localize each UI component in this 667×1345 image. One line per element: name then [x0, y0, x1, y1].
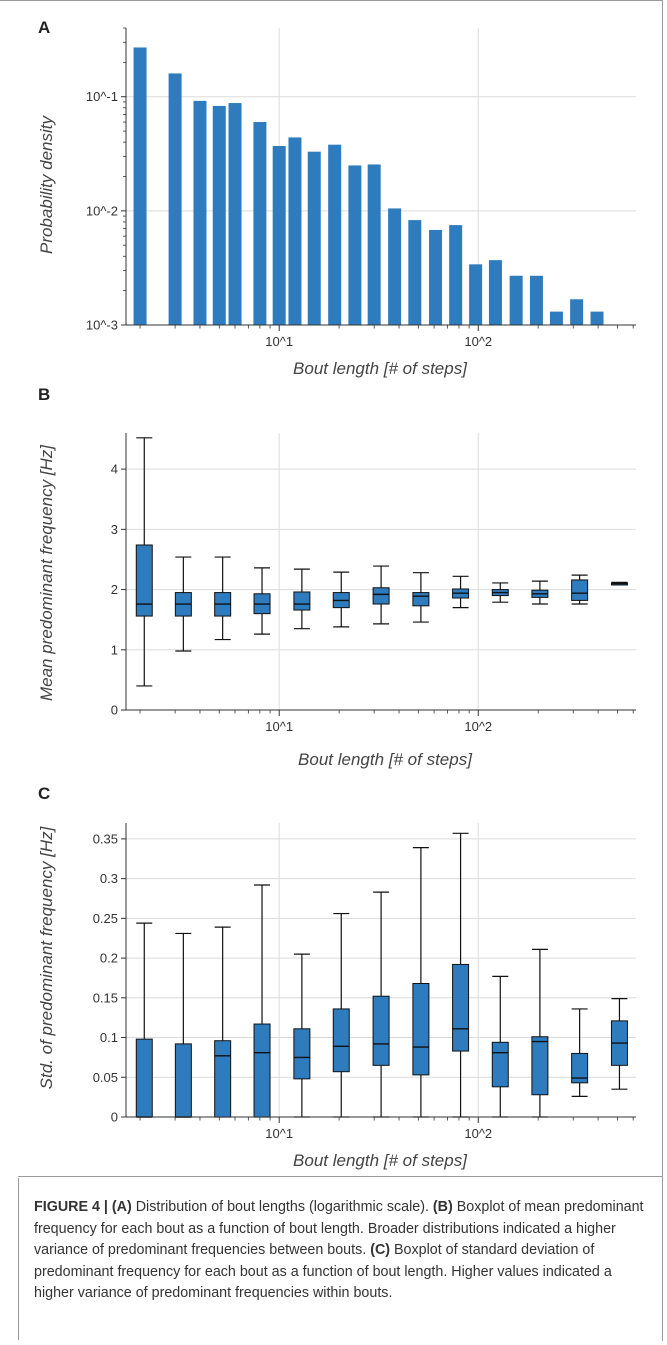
panel-c-box — [412, 983, 430, 1076]
panel-a-bar — [328, 144, 342, 325]
panel-b-box — [293, 591, 311, 611]
panel-b-xlabel: Bout length [# of steps] — [298, 750, 473, 769]
panel-c-box — [531, 1036, 549, 1096]
panel-a-letter: A — [38, 18, 51, 37]
panel-c-ytick-label: 0.35 — [93, 831, 118, 846]
panel-a-bar — [367, 164, 381, 325]
panel-c-ytick-label: 0.25 — [93, 911, 118, 926]
panel-c-box — [372, 995, 390, 1066]
caption-b-tag: (B) — [432, 1199, 453, 1215]
panel-a-bar — [570, 299, 584, 325]
panel-a-bar — [488, 260, 502, 325]
caption-c-text: Boxplot of standard deviation of predomi… — [34, 1242, 612, 1301]
panel-a-bar — [348, 165, 362, 325]
panel-b-ylabel: Mean predominant frequency [Hz] — [37, 444, 56, 701]
panel-b-ytick-label: 3 — [111, 522, 118, 537]
caption-bar — [18, 1178, 19, 1340]
panel-b-letter: B — [38, 385, 51, 404]
panel-a-bar — [529, 275, 543, 325]
panel-c-box — [293, 1028, 311, 1080]
panel-c-xtick-label: 10^1 — [265, 1126, 293, 1141]
panel-a-ytick-label: 10^-3 — [86, 318, 118, 333]
panel-c-chart: Std. of predominant frequency [Hz] Bout … — [37, 823, 636, 1170]
panel-a-bar — [168, 73, 182, 325]
panel-a-ylabel: Probability density — [37, 115, 56, 254]
caption-label: FIGURE 4 | — [34, 1199, 112, 1215]
panel-b-box — [372, 587, 390, 605]
panel-b-ytick-label: 2 — [111, 582, 118, 597]
panel-c-ytick-label: 0.3 — [100, 871, 118, 886]
panel-a-bar — [133, 47, 147, 325]
panel-c-box — [452, 963, 470, 1052]
panel-c-box — [491, 1041, 509, 1088]
panel-a-bar — [307, 151, 321, 325]
panel-c-ytick-label: 0.1 — [100, 1030, 118, 1045]
panel-a-xlabel: Bout length [# of steps] — [293, 359, 468, 378]
panel-a-bar — [449, 225, 463, 325]
panel-a-bar — [212, 105, 226, 325]
panel-b: B Mean predominant frequency [Hz] Bout l… — [0, 385, 667, 780]
panel-a-chart: Probability density Bout length [# of st… — [37, 27, 636, 378]
panel-a-bar — [549, 311, 563, 325]
panel-a-bar — [469, 264, 483, 325]
caption-rule — [18, 1176, 663, 1177]
panel-a-bar — [590, 311, 604, 325]
panel-b-box — [571, 579, 589, 601]
panel-c-box — [253, 1023, 271, 1118]
panel-a-bar — [253, 122, 267, 325]
panel-c-ytick-label: 0.05 — [93, 1070, 118, 1085]
panel-a-bar — [193, 100, 207, 325]
panel-a-bar — [408, 220, 422, 325]
panel-a-bar — [288, 137, 302, 325]
panel-b-xtick-label: 10^1 — [265, 719, 293, 734]
caption-a-tag: (A) — [111, 1199, 132, 1215]
panel-b-xtick-label: 10^2 — [464, 719, 492, 734]
panel-c-ytick-label: 0.15 — [93, 990, 118, 1005]
panel-c-xlabel: Bout length [# of steps] — [293, 1151, 468, 1170]
panel-b-box — [135, 544, 153, 617]
panel-a-ytick-label: 10^-2 — [86, 203, 118, 218]
panel-a-bar — [228, 103, 242, 326]
panel-b-ytick-label: 4 — [111, 462, 118, 477]
panel-a-bar — [388, 208, 402, 325]
panel-a-xtick-label: 10^1 — [265, 334, 293, 349]
panel-b-ytick-label: 0 — [111, 703, 118, 718]
panel-c-ytick-label: 0.2 — [100, 951, 118, 966]
panel-a-bar — [272, 146, 286, 325]
caption-c-tag: (C) — [370, 1242, 391, 1258]
panel-c-ytick-label: 0 — [111, 1110, 118, 1125]
panel-a: A Probability density Bout length [# of … — [0, 0, 667, 385]
caption-b-text: Boxplot of mean predominant frequency fo… — [34, 1199, 644, 1258]
panel-a-xtick-label: 10^2 — [464, 334, 492, 349]
caption-a-text: Distribution of bout lengths (logarithmi… — [131, 1199, 433, 1215]
panel-c-box — [214, 1040, 232, 1118]
panel-c-box — [135, 1038, 153, 1118]
panel-a-ytick-label: 10^-1 — [86, 89, 118, 104]
panel-c-ylabel: Std. of predominant frequency [Hz] — [37, 825, 56, 1089]
panel-c-box — [571, 1052, 589, 1084]
panel-c-box — [174, 1043, 192, 1118]
panel-a-bar — [509, 275, 523, 325]
panel-c: C Std. of predominant frequency [Hz] Bou… — [0, 780, 667, 1180]
panel-b-box — [412, 592, 430, 607]
panel-c-letter: C — [38, 784, 51, 803]
panel-c-xtick-label: 10^2 — [464, 1126, 492, 1141]
panel-c-box — [332, 1008, 350, 1073]
panel-a-bar — [429, 229, 443, 325]
panel-b-chart: Mean predominant frequency [Hz] Bout len… — [37, 433, 636, 769]
figure-caption: FIGURE 4 | (A) Distribution of bout leng… — [34, 1197, 650, 1305]
panel-b-ytick-label: 1 — [111, 642, 118, 657]
